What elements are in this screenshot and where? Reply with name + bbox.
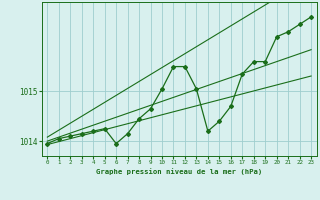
X-axis label: Graphe pression niveau de la mer (hPa): Graphe pression niveau de la mer (hPa) — [96, 168, 262, 175]
